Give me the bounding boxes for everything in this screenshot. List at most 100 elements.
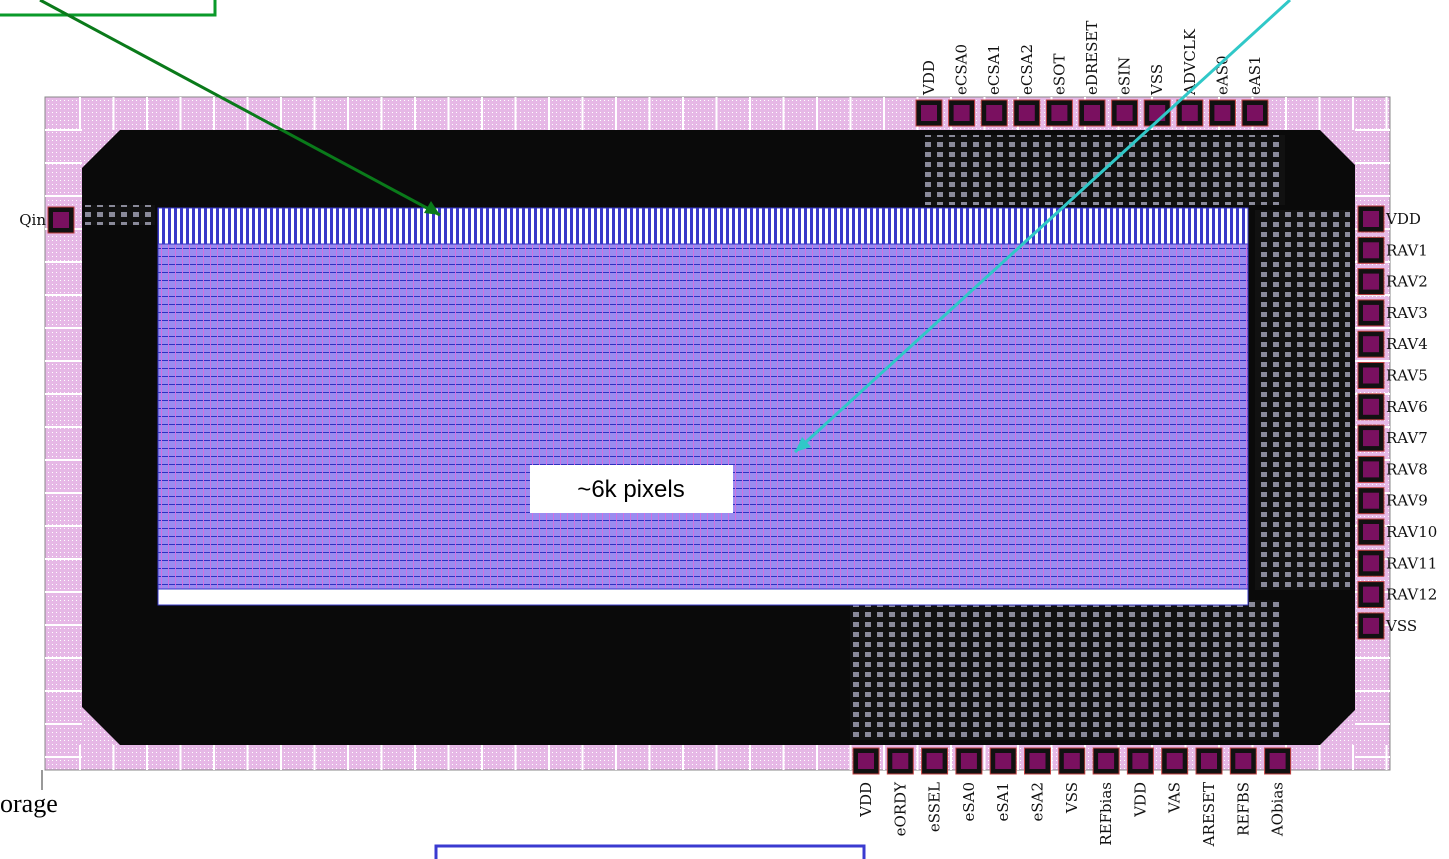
pin-label: eAS1 bbox=[1246, 55, 1264, 95]
pin-label: VSS bbox=[1148, 64, 1166, 96]
bottom-box bbox=[434, 844, 866, 859]
pad-core bbox=[1363, 586, 1379, 603]
pad-core bbox=[1363, 273, 1379, 290]
pad-core bbox=[1098, 753, 1115, 769]
pin-label: eSA0 bbox=[960, 782, 978, 822]
pin-label: RAV10 bbox=[1386, 523, 1437, 541]
pin-label: RAV12 bbox=[1386, 586, 1437, 604]
preamp-row bbox=[157, 207, 1249, 245]
cyan-arrowhead bbox=[795, 437, 811, 452]
pad bbox=[1357, 236, 1385, 264]
pins: VDD eCSA0 eCSA1 eCSA2 eSOT eDRESET eSIN VSS ADVC… bbox=[19, 21, 1437, 848]
pin-label: VDD bbox=[1385, 210, 1421, 228]
pad-core bbox=[1063, 753, 1080, 769]
label-box bbox=[530, 465, 733, 513]
array-label: ~6k pixels bbox=[577, 476, 684, 503]
pad-core bbox=[892, 753, 909, 769]
pad-core bbox=[1166, 753, 1183, 769]
pin-label: RAV4 bbox=[1386, 335, 1428, 353]
pin-label: VSS bbox=[1063, 782, 1081, 814]
pin-label: eORDY bbox=[891, 781, 909, 836]
pin-label: RAV8 bbox=[1386, 460, 1428, 478]
cyan-arrow bbox=[793, 0, 1292, 454]
pad-core bbox=[960, 753, 977, 769]
pad-core bbox=[1363, 555, 1379, 572]
pin-label: eSA2 bbox=[1029, 782, 1047, 822]
pad-core bbox=[1363, 398, 1379, 415]
pin-label: VDD bbox=[857, 782, 875, 818]
pin-label: eSSEL bbox=[926, 782, 944, 832]
pin-label: ARESET bbox=[1200, 782, 1218, 847]
pad-core bbox=[1363, 492, 1379, 509]
pad-core bbox=[1084, 105, 1100, 121]
pad-core bbox=[1363, 617, 1379, 634]
pad-core bbox=[1363, 304, 1379, 321]
pin-label: REFBS bbox=[1234, 782, 1252, 836]
pad-core bbox=[1051, 105, 1068, 121]
right-logic bbox=[1255, 210, 1350, 590]
pin-label: eSA1 bbox=[994, 782, 1012, 822]
pad-core bbox=[858, 753, 874, 769]
pin-label: RAV2 bbox=[1386, 273, 1428, 291]
pad-core bbox=[1201, 753, 1217, 769]
pin-label: RAV7 bbox=[1386, 429, 1428, 447]
pad-core bbox=[1247, 105, 1263, 121]
pad-core bbox=[1214, 105, 1231, 121]
pin-label: eDRESET bbox=[1083, 21, 1101, 95]
pin-label: VDD bbox=[920, 60, 938, 96]
pad bbox=[1229, 747, 1257, 775]
pin-label: REFbias bbox=[1097, 782, 1115, 846]
pin-label: RAV5 bbox=[1386, 367, 1428, 385]
left-logic bbox=[85, 205, 155, 225]
pad-core bbox=[53, 212, 69, 228]
pin-label: eSIN bbox=[1116, 57, 1134, 95]
pad bbox=[1078, 99, 1106, 127]
pad-core bbox=[953, 105, 970, 121]
pin-label: VDD bbox=[1131, 782, 1149, 818]
pad-core bbox=[1149, 105, 1166, 121]
pad bbox=[1195, 747, 1223, 775]
pin-label: Qin bbox=[19, 211, 46, 229]
pin-label: eCSA2 bbox=[1018, 44, 1036, 95]
pad-core bbox=[1029, 753, 1046, 769]
pin-label: eCSA0 bbox=[953, 44, 971, 95]
pad-core bbox=[1235, 753, 1252, 769]
pad-core bbox=[926, 753, 943, 769]
pin-label: RAV11 bbox=[1386, 554, 1437, 572]
pin-label: ADVCLK bbox=[1181, 28, 1199, 96]
pad-core bbox=[1363, 211, 1379, 227]
pin-label: RAV9 bbox=[1386, 492, 1428, 510]
pad-core bbox=[1363, 430, 1379, 447]
pad-core bbox=[1363, 336, 1379, 353]
pin-label: RAV6 bbox=[1386, 398, 1428, 416]
green-arrowhead bbox=[424, 201, 440, 215]
pixel-array bbox=[157, 243, 1249, 590]
pad-core bbox=[986, 105, 1003, 121]
pad-core bbox=[1116, 105, 1133, 121]
fragment-text: orage bbox=[0, 789, 58, 818]
pad-core bbox=[1181, 105, 1198, 121]
pad-core bbox=[1018, 105, 1035, 121]
pad-core bbox=[921, 105, 937, 121]
pin-label: VAS bbox=[1166, 782, 1184, 814]
pad-core bbox=[1363, 524, 1379, 540]
pad-core bbox=[995, 753, 1012, 769]
pad-core bbox=[1269, 753, 1286, 769]
green-arrow bbox=[39, 0, 441, 217]
bottom-logic bbox=[850, 600, 1280, 740]
callout-box bbox=[0, 0, 217, 17]
pad bbox=[1357, 424, 1385, 452]
pin-label: eSOT bbox=[1050, 54, 1068, 95]
pin-label: AObias bbox=[1269, 782, 1287, 837]
pin-label: RAV3 bbox=[1386, 304, 1428, 322]
pad-core bbox=[1363, 461, 1379, 478]
pad-core bbox=[1363, 367, 1379, 384]
readout-row bbox=[157, 588, 1249, 606]
pin-label: RAV1 bbox=[1386, 241, 1428, 259]
pin-label: eCSA1 bbox=[985, 44, 1003, 95]
pin-label: VSS bbox=[1385, 617, 1417, 635]
pad-core bbox=[1132, 753, 1149, 769]
pad-core bbox=[1363, 242, 1379, 259]
